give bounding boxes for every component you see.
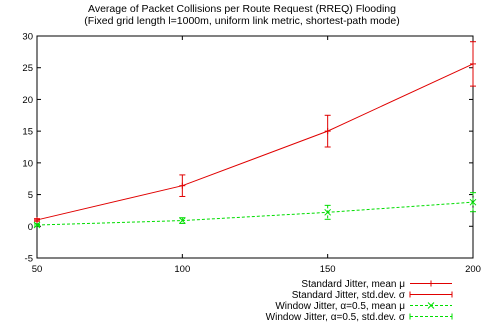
plot-frame [36, 35, 474, 259]
x-tick-label: 200 [465, 264, 481, 275]
legend-label: Window Jitter, α=0.5, std.dev. σ [266, 312, 406, 323]
chart-subtitle: (Fixed grid length l=1000m, uniform link… [84, 15, 399, 27]
data-point-marker [33, 221, 41, 229]
y-tick-label: 15 [22, 127, 33, 138]
y-tick-label: 5 [28, 190, 33, 201]
y-tick-label: -5 [25, 254, 33, 265]
legend-label: Window Jitter, α=0.5, mean μ [275, 301, 405, 312]
legend-label: Standard Jitter, mean μ [301, 279, 405, 290]
series-1 [33, 192, 477, 229]
x-tick-label: 50 [32, 264, 43, 275]
data-point-marker [178, 217, 186, 224]
y-tick-label: 30 [22, 32, 33, 43]
x-tick-label: 100 [174, 264, 190, 275]
y-tick-label: 10 [22, 158, 33, 169]
y-tick-label: 20 [22, 95, 33, 106]
legend-label: Standard Jitter, std.dev. σ [292, 290, 406, 301]
y-tick-label: 0 [28, 222, 33, 233]
series-line [36, 201, 474, 226]
axis-ticks: -5 0 5 10 15 20 25 30 50 100 150 200 [22, 32, 481, 276]
x-tick-label: 150 [320, 264, 336, 275]
data-point-marker [427, 302, 435, 309]
data-point-marker [324, 208, 332, 216]
series-line [36, 63, 474, 221]
series-layer [33, 41, 477, 229]
chart-title: Average of Packet Collisions per Route R… [88, 3, 396, 15]
series-0 [34, 41, 476, 223]
y-tick-label: 25 [22, 63, 33, 74]
data-point-marker [469, 198, 477, 206]
